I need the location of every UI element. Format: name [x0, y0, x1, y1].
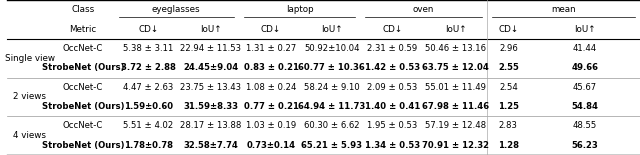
- Text: 2.54: 2.54: [499, 83, 518, 92]
- Text: 5.51 ± 4.02: 5.51 ± 4.02: [123, 121, 173, 131]
- Text: CD↓: CD↓: [499, 24, 518, 34]
- Text: OccNet-C: OccNet-C: [63, 121, 103, 131]
- Text: 22.94 ± 11.53: 22.94 ± 11.53: [180, 44, 241, 53]
- Text: OccNet-C: OccNet-C: [63, 44, 103, 53]
- Text: OccNet-C: OccNet-C: [63, 83, 103, 92]
- Text: 67.98 ± 11.46: 67.98 ± 11.46: [422, 102, 490, 111]
- Text: 28.17 ± 13.88: 28.17 ± 13.88: [180, 121, 242, 131]
- Text: 41.44: 41.44: [573, 44, 597, 53]
- Text: 45.67: 45.67: [573, 83, 597, 92]
- Text: 1.03 ± 0.19: 1.03 ± 0.19: [246, 121, 296, 131]
- Text: Metric: Metric: [70, 24, 97, 34]
- Text: 1.42 ± 0.53: 1.42 ± 0.53: [365, 63, 420, 72]
- Text: 56.23: 56.23: [572, 141, 598, 150]
- Text: StrobeNet (Ours): StrobeNet (Ours): [42, 141, 124, 150]
- Text: CD↓: CD↓: [383, 24, 403, 34]
- Text: StrobeNet (Ours): StrobeNet (Ours): [42, 102, 124, 111]
- Text: laptop: laptop: [285, 5, 314, 14]
- Text: 54.84: 54.84: [572, 102, 598, 111]
- Text: IoU↑: IoU↑: [200, 24, 221, 34]
- Text: oven: oven: [413, 5, 435, 14]
- Text: 50.46 ± 13.16: 50.46 ± 13.16: [426, 44, 486, 53]
- Text: 1.95 ± 0.53: 1.95 ± 0.53: [367, 121, 418, 131]
- Text: 2.31 ± 0.59: 2.31 ± 0.59: [367, 44, 418, 53]
- Text: IoU↑: IoU↑: [574, 24, 596, 34]
- Text: 60.77 ± 10.36: 60.77 ± 10.36: [298, 63, 365, 72]
- Text: 4.47 ± 2.63: 4.47 ± 2.63: [123, 83, 173, 92]
- Text: 0.77 ± 0.21: 0.77 ± 0.21: [244, 102, 298, 111]
- Text: 2 views: 2 views: [13, 92, 47, 101]
- Text: 1.25: 1.25: [498, 102, 519, 111]
- Text: 60.30 ± 6.62: 60.30 ± 6.62: [304, 121, 360, 131]
- Text: CD↓: CD↓: [138, 24, 158, 34]
- Text: 57.19 ± 12.48: 57.19 ± 12.48: [425, 121, 486, 131]
- Text: 1.28: 1.28: [498, 141, 519, 150]
- Text: StrobeNet (Ours): StrobeNet (Ours): [42, 63, 124, 72]
- Text: mean: mean: [551, 5, 576, 14]
- Text: 5.38 ± 3.11: 5.38 ± 3.11: [123, 44, 173, 53]
- Text: 1.78±0.78: 1.78±0.78: [124, 141, 173, 150]
- Text: 50.92±10.04: 50.92±10.04: [304, 44, 360, 53]
- Text: 0.83 ± 0.21: 0.83 ± 0.21: [244, 63, 298, 72]
- Text: 2.09 ± 0.53: 2.09 ± 0.53: [367, 83, 418, 92]
- Text: 1.40 ± 0.41: 1.40 ± 0.41: [365, 102, 420, 111]
- Text: 70.91 ± 12.32: 70.91 ± 12.32: [422, 141, 490, 150]
- Text: 63.75 ± 12.04: 63.75 ± 12.04: [422, 63, 489, 72]
- Text: CD↓: CD↓: [261, 24, 281, 34]
- Text: 1.08 ± 0.24: 1.08 ± 0.24: [246, 83, 296, 92]
- Text: 65.21 ± 5.93: 65.21 ± 5.93: [301, 141, 362, 150]
- Text: 55.01 ± 11.49: 55.01 ± 11.49: [426, 83, 486, 92]
- Text: 2.83: 2.83: [499, 121, 518, 131]
- Text: Class: Class: [72, 5, 95, 14]
- Text: 2.96: 2.96: [499, 44, 518, 53]
- Text: IoU↑: IoU↑: [445, 24, 467, 34]
- Text: IoU↑: IoU↑: [321, 24, 342, 34]
- Text: 4 views: 4 views: [13, 131, 47, 140]
- Text: eyeglasses: eyeglasses: [152, 5, 200, 14]
- Text: 31.59±8.33: 31.59±8.33: [184, 102, 239, 111]
- Text: 64.94 ± 11.73: 64.94 ± 11.73: [298, 102, 365, 111]
- Text: 1.31 ± 0.27: 1.31 ± 0.27: [246, 44, 296, 53]
- Text: 0.73±0.14: 0.73±0.14: [246, 141, 296, 150]
- Text: 3.72 ± 2.88: 3.72 ± 2.88: [121, 63, 176, 72]
- Text: 48.55: 48.55: [573, 121, 597, 131]
- Text: 23.75 ± 13.43: 23.75 ± 13.43: [180, 83, 241, 92]
- Text: Single view: Single view: [5, 54, 55, 63]
- Text: 1.59±0.60: 1.59±0.60: [124, 102, 173, 111]
- Text: 49.66: 49.66: [572, 63, 598, 72]
- Text: 1.34 ± 0.53: 1.34 ± 0.53: [365, 141, 420, 150]
- Text: 2.55: 2.55: [498, 63, 519, 72]
- Text: 32.58±7.74: 32.58±7.74: [184, 141, 238, 150]
- Text: 24.45±9.04: 24.45±9.04: [183, 63, 239, 72]
- Text: 58.24 ± 9.10: 58.24 ± 9.10: [304, 83, 360, 92]
